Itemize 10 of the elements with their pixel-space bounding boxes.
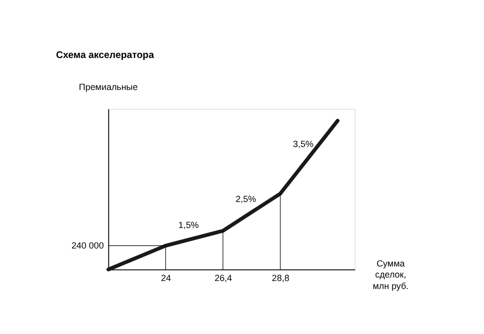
x-axis-title: Сумма сделок, млн руб. <box>372 258 409 291</box>
x-tick-label: 28,8 <box>272 273 290 284</box>
annotation: 3,5% <box>292 138 314 149</box>
chart-title: Схема акселератора <box>56 50 155 62</box>
text: 240 000 <box>71 240 104 251</box>
x-tick-label: 26,4 <box>214 273 232 284</box>
y-axis-title: Премиальные <box>78 82 138 92</box>
annotation: 1,5% <box>178 220 199 230</box>
x-tick-label: 24 <box>161 273 171 284</box>
annotation: 2,5% <box>236 194 256 204</box>
